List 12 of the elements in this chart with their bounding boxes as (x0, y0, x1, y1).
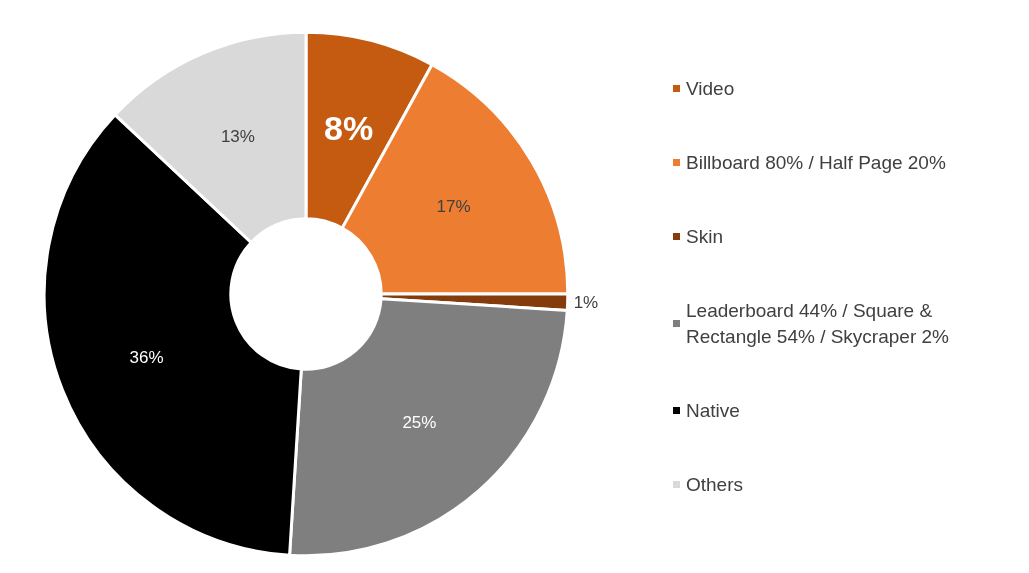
legend-label: Video (686, 78, 735, 99)
data-label: 17% (436, 197, 471, 217)
legend-label: Native (686, 400, 740, 421)
legend-label: Billboard 80% / Half Page 20% (686, 152, 946, 173)
data-label: 36% (129, 347, 164, 367)
legend-label: Others (686, 474, 744, 495)
data-label: 8% (324, 108, 374, 147)
data-label: 13% (220, 127, 255, 147)
data-label: 1% (573, 292, 599, 312)
data-label: 25% (402, 413, 437, 433)
legend-label: Skin (686, 226, 723, 247)
legend-label: Leaderboard 44% / Square & Rectangle 54% / Skycraper 2% (686, 300, 950, 347)
